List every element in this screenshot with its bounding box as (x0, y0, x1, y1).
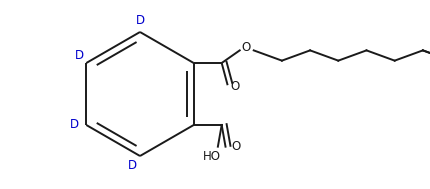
Text: D: D (74, 49, 84, 62)
Text: D: D (70, 119, 79, 132)
Text: D: D (135, 13, 144, 26)
Text: O: O (241, 41, 250, 54)
Text: O: O (231, 140, 240, 153)
Text: D: D (128, 159, 137, 172)
Text: HO: HO (203, 150, 221, 163)
Text: O: O (231, 80, 240, 93)
